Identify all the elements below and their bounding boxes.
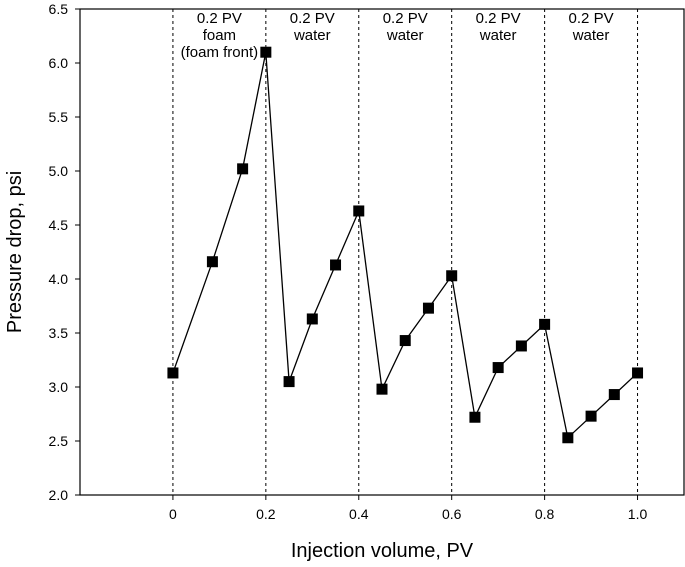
y-tick-label-3: 3.5 bbox=[49, 325, 69, 341]
data-point-10 bbox=[422, 302, 434, 314]
series-line bbox=[172, 52, 638, 440]
data-point-14 bbox=[515, 340, 527, 352]
segment-label-2-1: water bbox=[386, 27, 424, 44]
y-tick-label-6: 5.0 bbox=[49, 163, 69, 179]
segment-label-1-1: water bbox=[293, 27, 331, 44]
y-tick-label-8: 6.0 bbox=[49, 55, 69, 71]
segment-label-2-0: 0.2 PV bbox=[383, 10, 428, 27]
data-point-13 bbox=[492, 362, 504, 374]
data-point-0 bbox=[167, 367, 179, 379]
x-tick-label-5: 1.0 bbox=[628, 506, 648, 522]
data-point-5 bbox=[306, 313, 318, 325]
x-tick-label-1: 0.2 bbox=[256, 506, 276, 522]
y-tick-label-4: 4.0 bbox=[49, 271, 69, 287]
segment-dividers bbox=[172, 9, 639, 495]
segment-label-4-0: 0.2 PV bbox=[569, 10, 614, 27]
y-tick-label-0: 2.0 bbox=[49, 487, 69, 503]
data-point-11 bbox=[446, 270, 458, 282]
segment-label-0-0: 0.2 PV bbox=[197, 10, 242, 27]
data-point-15 bbox=[539, 318, 551, 330]
y-tick-label-1: 2.5 bbox=[49, 433, 69, 449]
data-point-1 bbox=[206, 256, 218, 268]
data-point-16 bbox=[562, 432, 574, 444]
segment-label-3-0: 0.2 PV bbox=[476, 10, 521, 27]
y-tick-label-5: 4.5 bbox=[49, 217, 69, 233]
y-axis-ticks: 2.0 2.5 3.0 3.5 4.0 4.5 5.0 5.5 6.0 6.5 bbox=[49, 1, 80, 503]
data-point-8 bbox=[376, 383, 388, 395]
data-point-4 bbox=[283, 376, 295, 388]
data-point-19 bbox=[632, 367, 644, 379]
x-tick-label-4: 0.8 bbox=[535, 506, 555, 522]
data-point-3 bbox=[260, 46, 272, 58]
segment-label-4-1: water bbox=[572, 27, 610, 44]
x-tick-label-2: 0.4 bbox=[349, 506, 369, 522]
segment-label-1-0: 0.2 PV bbox=[290, 10, 335, 27]
y-tick-label-9: 6.5 bbox=[49, 1, 69, 17]
x-tick-label-3: 0.6 bbox=[442, 506, 462, 522]
y-tick-label-2: 3.0 bbox=[49, 379, 69, 395]
data-point-9 bbox=[399, 335, 411, 347]
x-axis-title: Injection volume, PV bbox=[291, 540, 474, 562]
data-point-18 bbox=[608, 389, 620, 401]
data-point-2 bbox=[237, 163, 249, 175]
data-point-12 bbox=[469, 411, 481, 423]
y-axis-title: Pressure drop, psi bbox=[4, 171, 26, 333]
data-point-7 bbox=[353, 205, 365, 217]
y-tick-label-7: 5.5 bbox=[49, 109, 69, 125]
segment-label-3-1: water bbox=[479, 27, 517, 44]
data-markers bbox=[167, 46, 644, 444]
segment-label-0-2: (foam front) bbox=[181, 44, 259, 61]
segment-label-0-1: foam bbox=[203, 27, 236, 44]
data-point-17 bbox=[585, 410, 597, 422]
plot-frame bbox=[79, 8, 685, 496]
x-axis-ticks: 0 0.2 0.4 0.6 0.8 1.0 bbox=[169, 495, 647, 522]
data-point-6 bbox=[330, 259, 342, 271]
x-tick-label-0: 0 bbox=[169, 506, 177, 522]
